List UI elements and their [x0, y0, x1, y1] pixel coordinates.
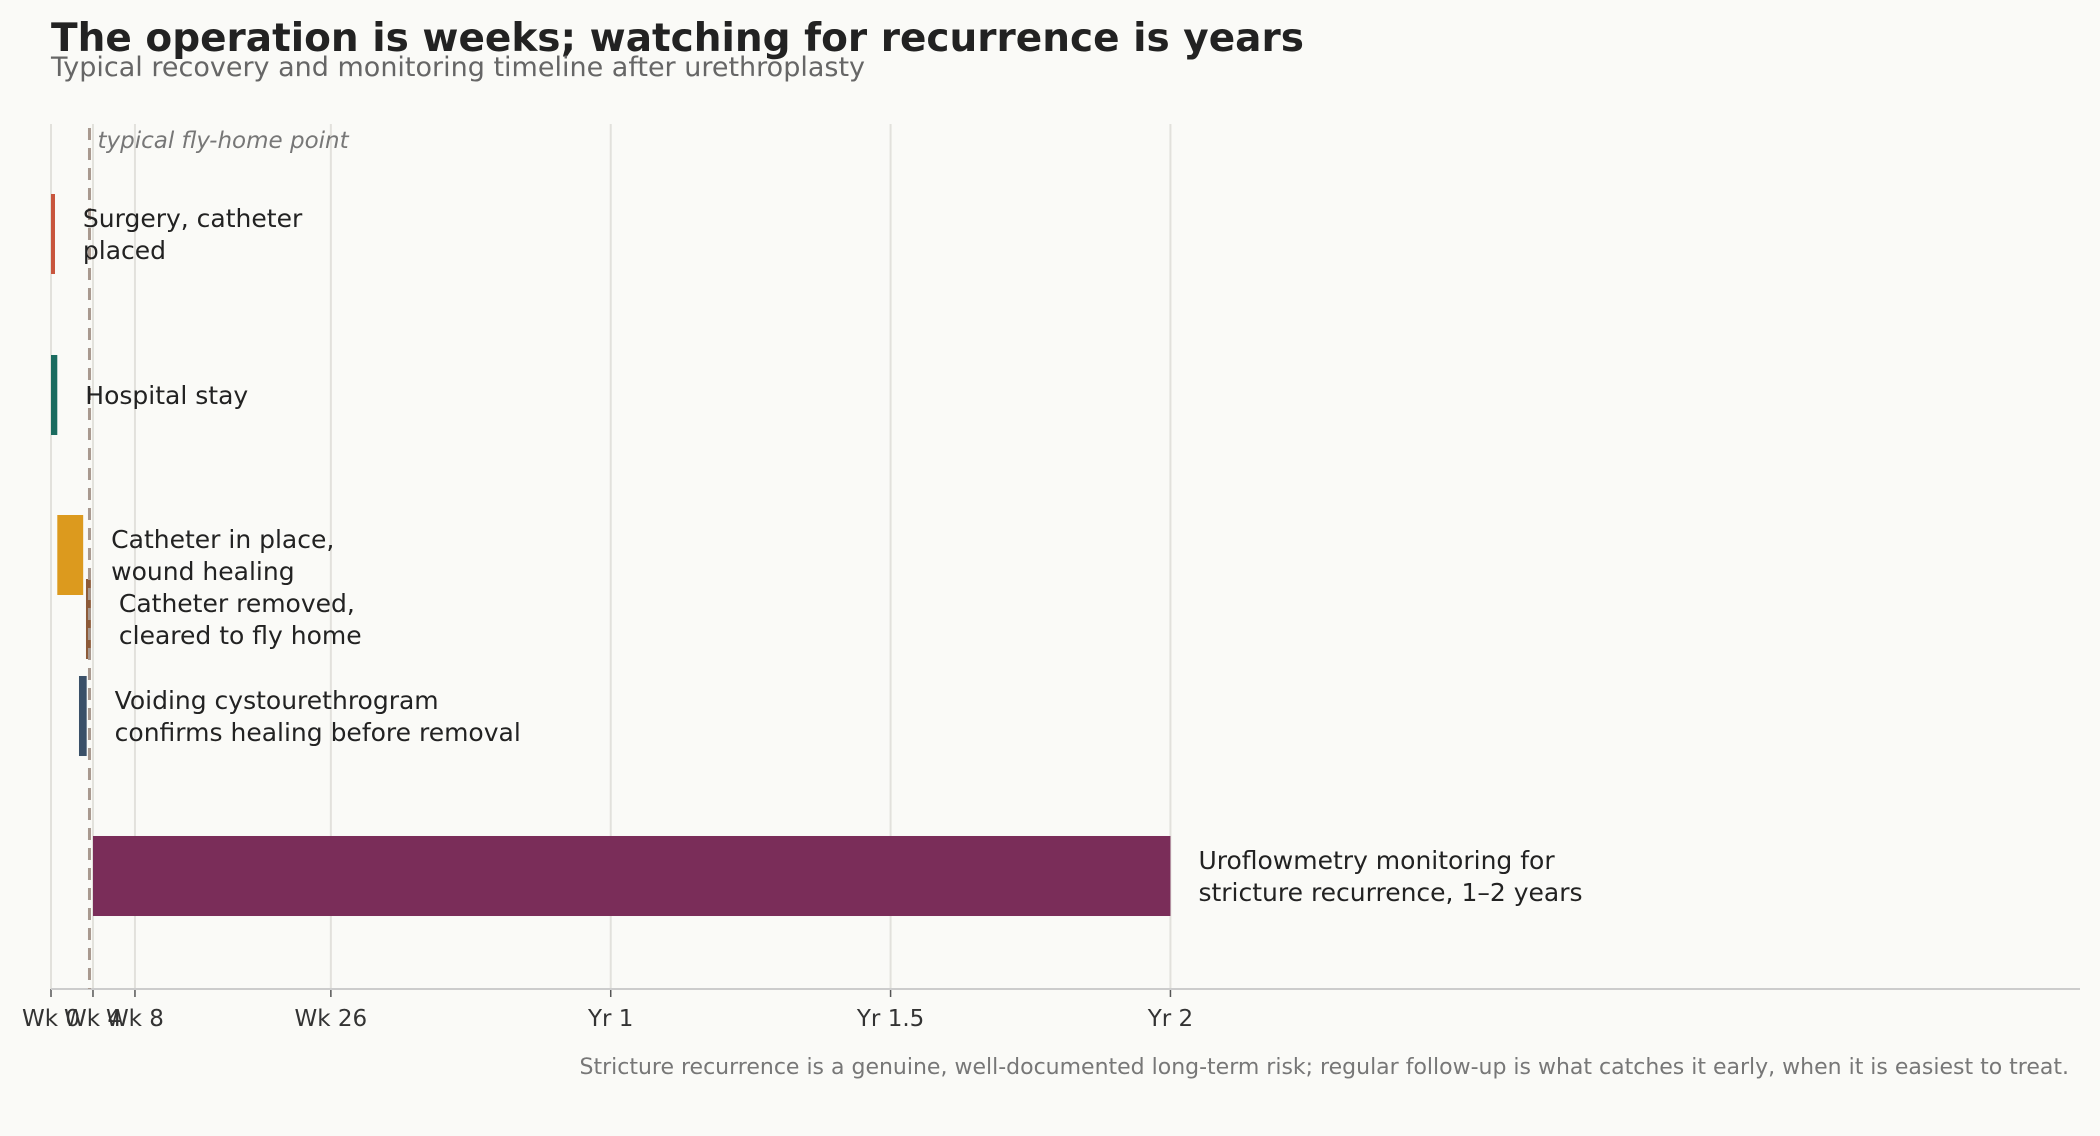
bar-label: Uroflowmetry monitoring for: [1198, 846, 1555, 875]
bar-label: stricture recurrence, 1–2 years: [1198, 878, 1582, 907]
bar-label: Catheter in place,: [111, 525, 334, 554]
bar: [57, 514, 84, 596]
bar: [51, 193, 55, 275]
x-tick-label: Wk 4: [64, 1006, 122, 1032]
chart-subtitle: Typical recovery and monitoring timeline…: [50, 52, 865, 83]
x-tick-label: Yr 1.5: [856, 1006, 924, 1032]
bar: [78, 675, 87, 757]
bar-label: Voiding cystourethrogram: [115, 686, 439, 715]
x-tick-label: Yr 1: [587, 1006, 633, 1032]
footnote: Stricture recurrence is a genuine, well-…: [579, 1055, 2069, 1080]
bar-label: Catheter removed,: [119, 589, 355, 618]
x-tick-label: Yr 2: [1147, 1006, 1193, 1032]
bar-label: wound healing: [111, 557, 294, 586]
bar-labels: Surgery, catheter placed Hospital stay Cath…: [83, 204, 1583, 907]
bar-label: Surgery, catheter: [83, 204, 303, 233]
bar-label: confirms healing before removal: [115, 718, 521, 747]
x-axis: Wk 0Wk 4Wk 8 Wk 26 Yr 1 Yr 1.5 Yr 2: [22, 988, 2080, 1032]
bar-label: cleared to fly home: [119, 621, 362, 650]
x-tick-label: Wk 8: [106, 1006, 164, 1032]
reference-line-group: typical fly-home point: [87, 128, 350, 989]
x-tick-label: Wk 0: [22, 1006, 80, 1032]
bar: [92, 835, 1171, 917]
bar: [51, 354, 58, 436]
bar-label: placed: [83, 236, 166, 265]
x-tick-label: Wk 26: [295, 1006, 368, 1032]
bar-label: Hospital stay: [85, 381, 248, 410]
reference-line-label: typical fly-home point: [97, 128, 349, 154]
bars: [51, 193, 1171, 917]
chart-title: The operation is weeks; watching for rec…: [51, 16, 1304, 61]
